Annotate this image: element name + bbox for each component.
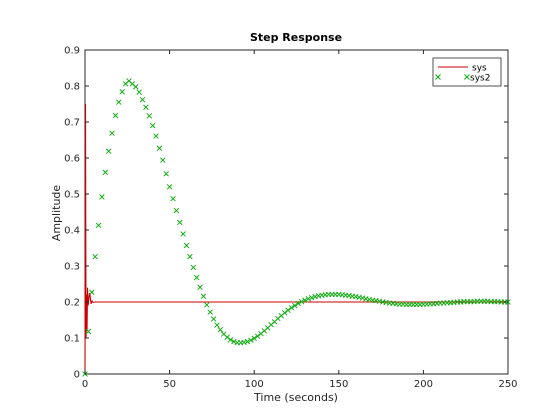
legend-box: [432, 57, 502, 87]
data-point: [210, 316, 217, 322]
data-point: [281, 310, 288, 316]
data-point: [95, 222, 102, 229]
data-point: [248, 337, 254, 343]
data-point: [149, 122, 156, 129]
data-point: [309, 294, 315, 301]
data-point: [251, 335, 257, 342]
data-point: [139, 96, 146, 103]
data-point: [146, 113, 153, 119]
data-point: [163, 171, 169, 177]
x-axis-label: Time (seconds): [253, 391, 338, 404]
x-tick-label: 50: [163, 379, 176, 390]
data-point: [105, 148, 112, 154]
data-point: [204, 302, 210, 308]
data-point: [207, 309, 213, 315]
y-axis-label: Amplitude: [50, 185, 63, 242]
y-axis-ticks: 0 0.1 0.2 0.3 0.4 0.5 0.6 0.7 0.8 0.9: [64, 46, 508, 381]
data-point: [231, 338, 237, 345]
data-point: [112, 112, 119, 119]
series-layer: [82, 78, 511, 377]
series-line-sys: [84, 103, 508, 375]
y-tick-label: 0.7: [64, 118, 80, 129]
y-tick-label: 0.3: [64, 262, 80, 273]
legend: sys sys2: [432, 57, 502, 87]
data-point: [102, 169, 109, 176]
data-point: [143, 104, 149, 110]
x-tick-label: 200: [414, 379, 433, 390]
y-tick-label: 0.2: [64, 298, 80, 309]
data-point: [89, 289, 95, 295]
data-point: [224, 334, 230, 340]
y-tick-label: 0.4: [64, 226, 80, 237]
data-point: [153, 133, 159, 139]
data-point: [109, 130, 115, 136]
data-point: [133, 84, 139, 90]
data-point: [180, 231, 186, 237]
data-point: [244, 338, 251, 345]
data-point: [190, 264, 197, 271]
y-tick-label: 0.5: [64, 190, 80, 201]
legend-label-sys2: sys2: [470, 74, 490, 84]
y-tick-label: 0.6: [64, 154, 80, 165]
y-tick-label: 0.1: [64, 334, 80, 345]
x-tick-label: 250: [498, 379, 517, 390]
x-axis-ticks: 0 50 100 150 200 250: [82, 50, 518, 390]
y-tick-label: 0: [74, 370, 80, 381]
data-point: [193, 274, 200, 281]
data-point: [227, 337, 234, 343]
data-point: [187, 253, 193, 260]
plot-area: [84, 49, 509, 375]
x-tick-label: 100: [245, 379, 264, 390]
x-tick-label: 0: [82, 379, 88, 390]
data-point: [119, 89, 125, 95]
data-point: [288, 305, 295, 311]
data-point: [292, 302, 298, 309]
data-point: [166, 184, 173, 190]
data-point: [99, 194, 105, 200]
data-point: [156, 145, 163, 151]
data-point: [295, 300, 301, 307]
legend-marker-sys2: [435, 74, 470, 80]
data-point: [214, 322, 220, 328]
data-point: [305, 296, 312, 302]
data-point: [302, 297, 308, 303]
data-point: [197, 284, 203, 290]
data-point: [217, 327, 224, 333]
y-tick-label: 0.8: [64, 82, 80, 93]
data-point: [92, 253, 98, 260]
data-point: [85, 328, 92, 335]
chart-title: Step Response: [250, 31, 342, 44]
data-point: [183, 242, 190, 249]
series-markers-sys2: [82, 78, 511, 377]
legend-label-sys: sys: [472, 64, 487, 74]
data-point: [298, 298, 305, 305]
data-point: [173, 207, 180, 214]
x-tick-label: 150: [329, 379, 348, 390]
data-point: [170, 195, 176, 202]
data-point: [177, 219, 183, 226]
data-point: [285, 307, 291, 313]
y-tick-label: 0.9: [64, 46, 80, 57]
data-point: [160, 157, 166, 163]
data-point: [116, 99, 122, 105]
data-point: [200, 293, 207, 299]
data-point: [136, 89, 142, 95]
data-point: [254, 333, 261, 339]
